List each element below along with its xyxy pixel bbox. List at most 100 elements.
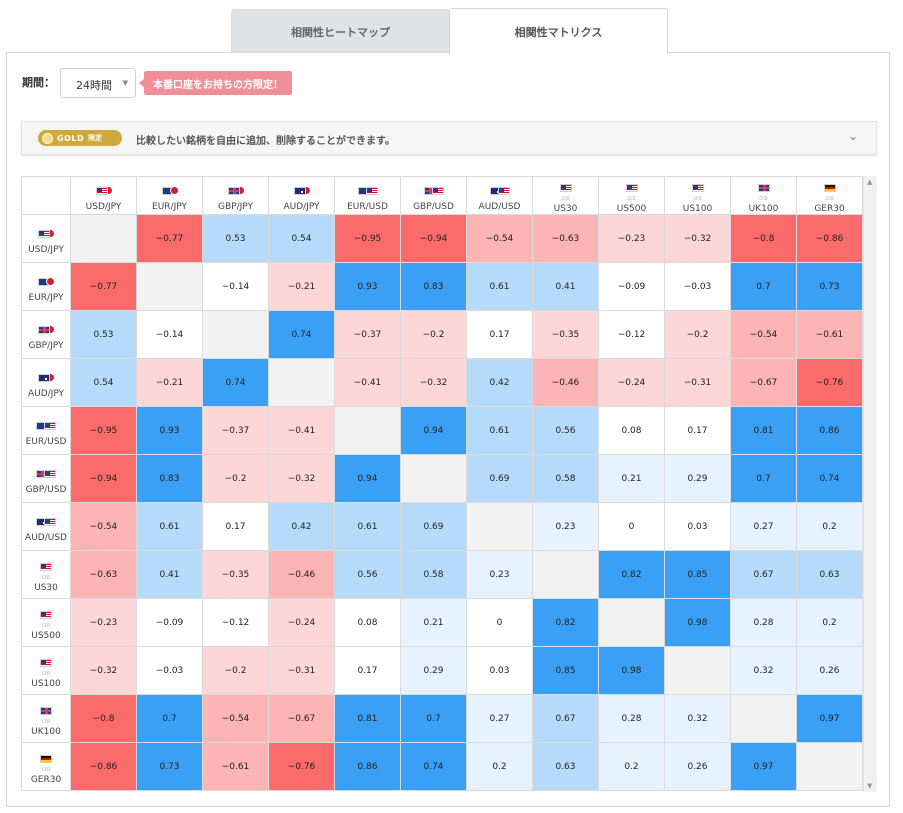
jp-flag-icon <box>47 374 54 381</box>
row-header-label: AUD/USD <box>25 532 67 543</box>
correlation-cell: 0.08 <box>598 406 665 455</box>
correlation-cell: −0.41 <box>334 358 401 407</box>
column-header-aud-usd: AUD/USD <box>466 176 533 215</box>
correlation-cell: −0.23 <box>598 214 665 263</box>
correlation-cell: −0.86 <box>70 742 137 791</box>
cfd-tag: CFD <box>693 196 702 201</box>
tab-correlation-heatmap[interactable]: 相関性ヒートマップ <box>231 9 450 53</box>
correlation-cell: −0.2 <box>202 454 269 503</box>
instrument-flags <box>40 659 52 668</box>
instrument-flags <box>40 563 52 572</box>
correlation-cell: 0.63 <box>796 550 863 599</box>
correlation-matrix-table: USD/JPY EUR/JPY GBP/JPY AUD/JPY EUR/USD GBP/U… <box>21 176 863 791</box>
matrix-corner <box>21 176 71 215</box>
matrix-scrollbar[interactable]: ▲ ▼ <box>863 176 877 792</box>
correlation-cell: 0.81 <box>334 694 401 743</box>
us-flag-icon <box>44 517 56 526</box>
diagonal-cell <box>136 262 203 311</box>
instrument-flags <box>559 184 572 193</box>
correlation-cell: 0.82 <box>532 598 599 647</box>
instrument-flags <box>161 186 178 195</box>
correlation-cell: −0.54 <box>730 310 797 359</box>
instrument-flags <box>38 229 54 238</box>
correlation-cell: 0.03 <box>664 502 731 551</box>
scroll-up-arrow-icon[interactable]: ▲ <box>867 178 873 186</box>
us-flag-icon <box>431 186 444 195</box>
matrix-row-uk100: CFD UK100 −0.8 0.7 −0.54 −0.67 0.81 0.7 0.27 0.67… <box>21 694 863 743</box>
row-header-uk100: CFD UK100 <box>21 694 71 743</box>
instrument-flags <box>36 517 56 526</box>
correlation-cell: 0.85 <box>664 550 731 599</box>
correlation-cell: 0.41 <box>532 262 599 311</box>
us-flag-icon <box>497 186 510 195</box>
gold-feature-message: 比較したい銘柄を自由に追加、削除することができます。 <box>136 136 395 147</box>
jp-flag-icon <box>47 278 54 285</box>
period-select[interactable]: 24時間 ▼ <box>60 68 136 98</box>
correlation-cell: −0.54 <box>466 214 533 263</box>
correlation-cell: −0.95 <box>70 406 137 455</box>
jp-flag-icon <box>104 187 112 194</box>
matrix-row-aud-usd: AUD/USD −0.54 0.61 0.17 0.42 0.61 0.69 0.23 0 0.0… <box>21 502 863 551</box>
correlation-cell: 0.27 <box>466 694 533 743</box>
column-header-label: GER30 <box>814 204 845 214</box>
tab-correlation-matrix[interactable]: 相関性マトリクス <box>449 8 668 54</box>
correlation-cell: 0.28 <box>730 598 797 647</box>
column-header-us100: CFD US100 <box>664 176 731 215</box>
row-header-label: UK100 <box>31 727 61 737</box>
instrument-flags <box>625 184 638 193</box>
instrument-flags <box>489 186 510 195</box>
correlation-cell: 0.23 <box>532 502 599 551</box>
correlation-cell: −0.54 <box>70 502 137 551</box>
correlation-cell: 0.29 <box>664 454 731 503</box>
column-header-label: GBP/USD <box>413 201 454 212</box>
us-flag-icon <box>691 184 704 192</box>
instrument-flags <box>691 184 704 193</box>
de-flag-icon <box>40 755 52 763</box>
correlation-cell: −0.67 <box>730 358 797 407</box>
matrix-row-ger30: CFD GER30 −0.86 0.73 −0.61 −0.76 0.86 0.74 0.2 0.… <box>21 742 863 791</box>
column-header-label: AUD/USD <box>478 201 521 212</box>
correlation-cell: 0.74 <box>202 358 269 407</box>
diagonal-cell <box>532 550 599 599</box>
correlation-cell: 0.23 <box>466 550 533 599</box>
us-flag-icon <box>40 563 52 571</box>
instrument-flags <box>823 184 836 193</box>
instrument-flags <box>357 186 378 195</box>
correlation-cell: 0.21 <box>400 598 467 647</box>
us-flag-icon <box>95 186 108 195</box>
scroll-down-arrow-icon[interactable]: ▼ <box>867 782 873 790</box>
correlation-cell: 0.2 <box>598 742 665 791</box>
correlation-cell: 0.81 <box>730 406 797 455</box>
row-header-label: GBP/USD <box>25 484 67 495</box>
correlation-cell: −0.09 <box>136 598 203 647</box>
diagonal-cell <box>466 502 533 551</box>
correlation-cell: 0.61 <box>136 502 203 551</box>
correlation-cell: −0.95 <box>334 214 401 263</box>
correlation-matrix-scroll[interactable]: USD/JPY EUR/JPY GBP/JPY AUD/JPY EUR/USD GBP/U… <box>21 176 877 792</box>
instrument-flags <box>40 755 52 764</box>
us-flag-icon <box>44 421 56 430</box>
row-header-eur-jpy: EUR/JPY <box>21 262 71 311</box>
correlation-cell: −0.37 <box>334 310 401 359</box>
matrix-row-eur-jpy: EUR/JPY −0.77 −0.14 −0.21 0.93 0.83 0.61 0.41 −0… <box>21 262 863 311</box>
correlation-cell: −0.2 <box>400 310 467 359</box>
correlation-cell: −0.32 <box>400 358 467 407</box>
correlation-cell: 0.7 <box>400 694 467 743</box>
row-header-usd-jpy: USD/JPY <box>21 214 71 263</box>
correlation-cell: 0.21 <box>598 454 665 503</box>
correlation-cell: 0.74 <box>796 454 863 503</box>
expand-chevron-icon[interactable]: ⌄ <box>847 129 858 143</box>
row-header-ger30: CFD GER30 <box>21 742 71 791</box>
correlation-cell: −0.32 <box>664 214 731 263</box>
us-flag-icon <box>40 611 52 619</box>
cfd-tag: CFD <box>825 196 834 201</box>
correlation-cell: −0.41 <box>268 406 335 455</box>
gold-feature-bar[interactable]: GOLD 限定 比較したい銘柄を自由に追加、削除することができます。 ⌄ <box>21 121 877 155</box>
correlation-cell: 0.83 <box>136 454 203 503</box>
column-header-label: US30 <box>553 204 578 214</box>
correlation-cell: −0.21 <box>268 262 335 311</box>
jp-flag-icon <box>47 326 54 333</box>
correlation-cell: 0.27 <box>730 502 797 551</box>
column-header-label: USD/JPY <box>85 201 122 212</box>
correlation-cell: −0.21 <box>136 358 203 407</box>
